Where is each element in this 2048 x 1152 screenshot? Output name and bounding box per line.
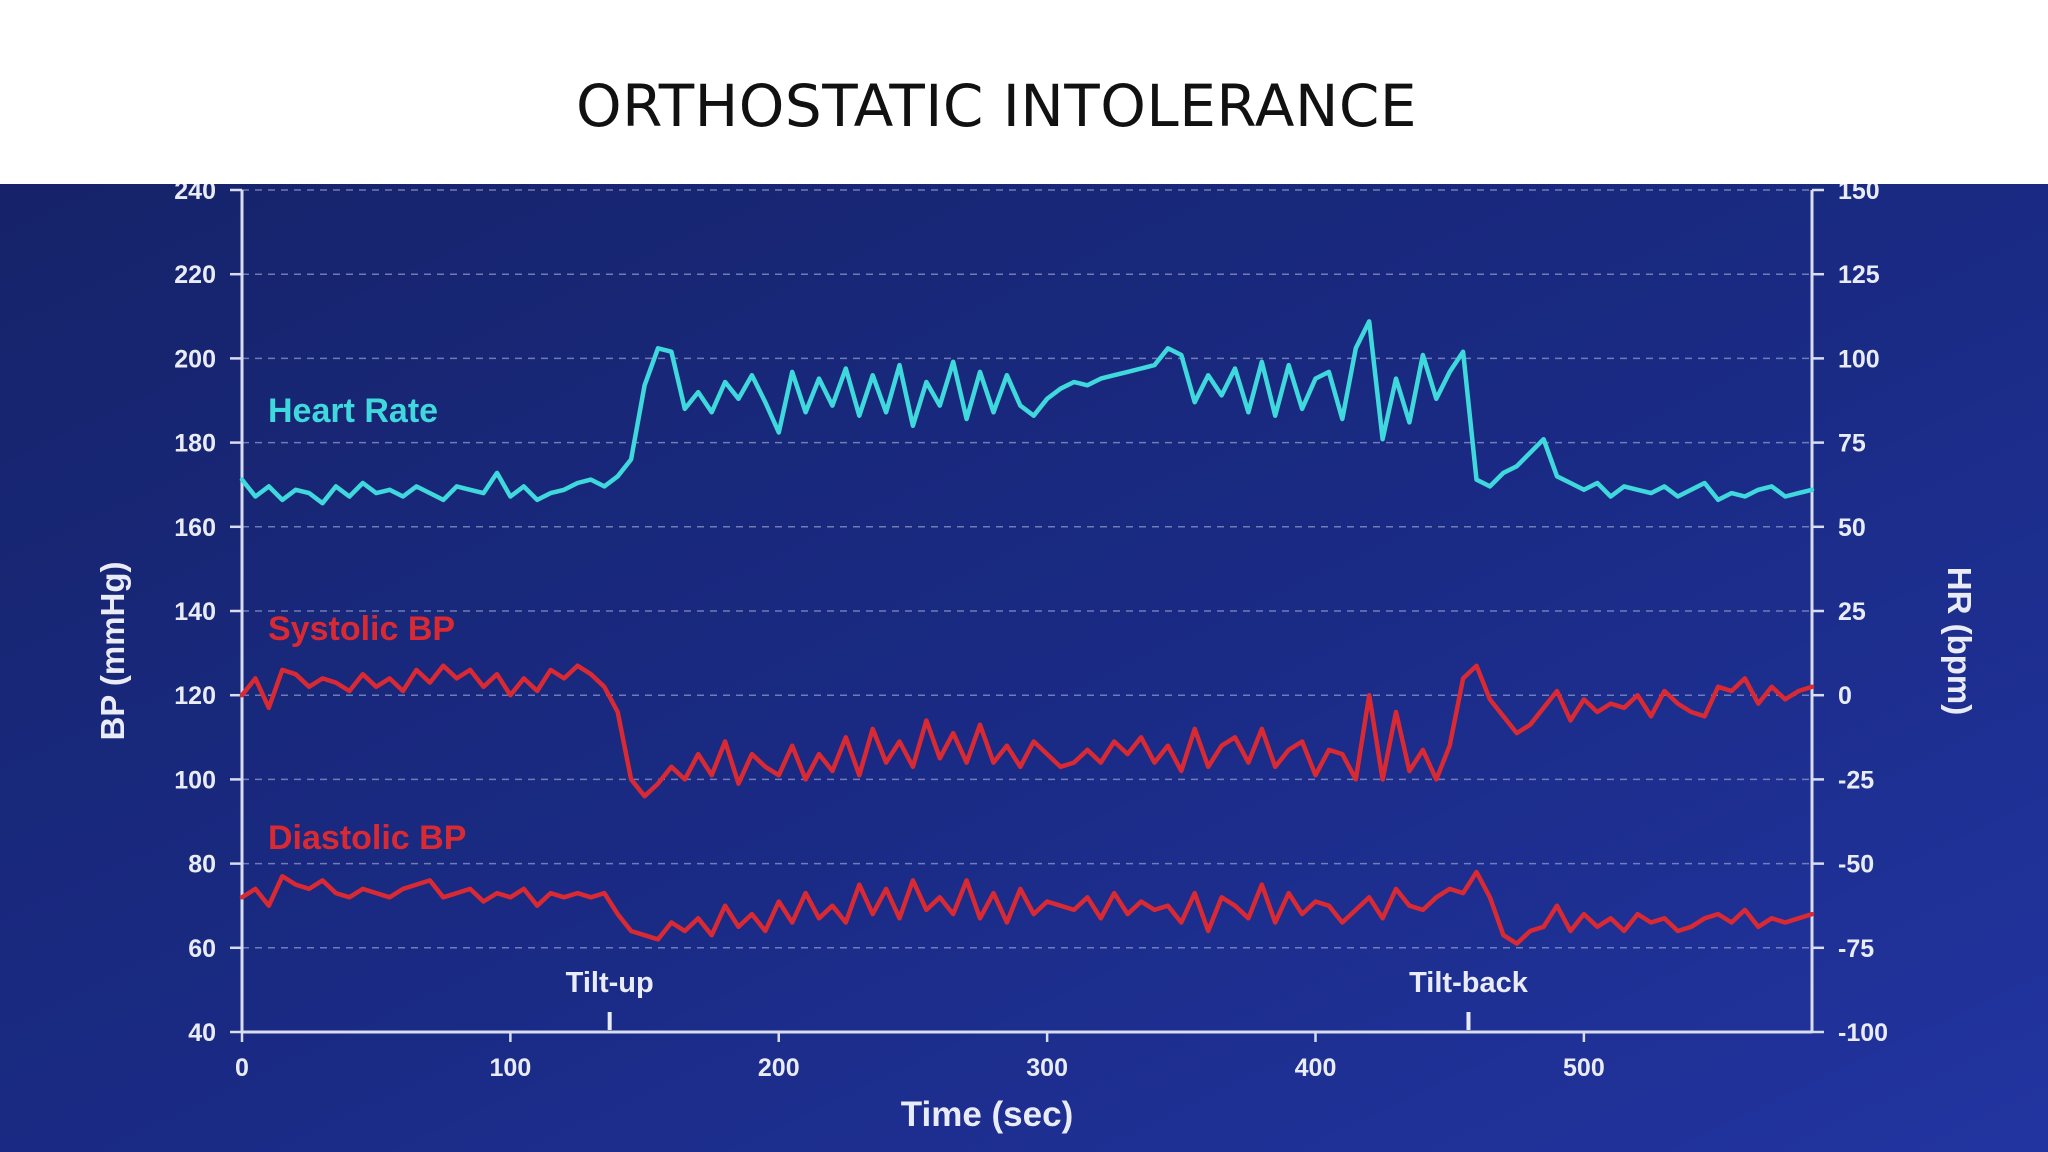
y-tick-label: 240 <box>174 184 216 205</box>
heart-rate-line <box>239 319 1815 506</box>
x-tick-label: 300 <box>1026 1054 1068 1082</box>
y-tick-label: 40 <box>188 1019 216 1047</box>
x-tick-label: 500 <box>1563 1054 1605 1082</box>
y2-tick-label: 75 <box>1838 430 1866 458</box>
x-tick-label: 200 <box>758 1054 800 1082</box>
y-tick-label: 140 <box>174 598 216 626</box>
systolic-bp-label: Systolic BP <box>268 610 455 648</box>
y2-tick-label: 125 <box>1838 261 1880 289</box>
y2-axis-title: HR (bpm) <box>1941 567 1978 715</box>
y2-tick-label: 100 <box>1838 345 1880 373</box>
y2-tick-label: -75 <box>1838 935 1874 963</box>
x-tick-label: 0 <box>235 1054 249 1082</box>
systolic-bp-line <box>239 663 1815 799</box>
y2-tick-label: 50 <box>1838 514 1866 542</box>
x-tick-label: 100 <box>490 1054 532 1082</box>
y-axis-title: BP (mmHg) <box>94 561 131 740</box>
tilt-up-label: Tilt-up <box>566 967 654 999</box>
y2-tick-label: -50 <box>1838 851 1874 879</box>
x-axis-title: Time (sec) <box>901 1095 1074 1134</box>
y-tick-label: 60 <box>188 935 216 963</box>
y-tick-label: 100 <box>174 766 216 794</box>
y2-tick-label: -100 <box>1838 1019 1888 1047</box>
chart-panel: 40 60 80 100 120 140 160 180 200 220 240 -100 -75 -50… <box>0 184 2048 1152</box>
y-tick-label: 160 <box>174 514 216 542</box>
y-tick-label: 80 <box>188 851 216 879</box>
y-tick-label: 180 <box>174 430 216 458</box>
y2-tick-label: 0 <box>1838 682 1852 710</box>
y2-tick-label: 150 <box>1838 184 1880 205</box>
heart-rate-label: Heart Rate <box>268 392 438 430</box>
y-tick-label: 120 <box>174 682 216 710</box>
slide-title: ORTHOSTATIC INTOLERANCE <box>576 72 1418 140</box>
y-tick-label: 220 <box>174 261 216 289</box>
x-tick-label: 400 <box>1295 1054 1337 1082</box>
diastolic-bp-label: Diastolic BP <box>268 819 466 857</box>
bp-hr-chart: 40 60 80 100 120 140 160 180 200 220 240 -100 -75 -50… <box>0 184 2048 1152</box>
diastolic-bp-line <box>239 869 1815 946</box>
y2-tick-label: -25 <box>1838 766 1874 794</box>
y2-tick-label: 25 <box>1838 598 1866 626</box>
y-tick-label: 200 <box>174 345 216 373</box>
chart-background <box>0 184 2048 1152</box>
tilt-back-label: Tilt-back <box>1409 967 1529 999</box>
